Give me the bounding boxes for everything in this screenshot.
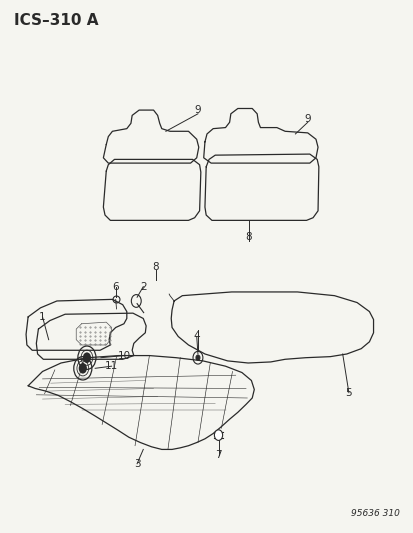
Text: 3: 3 — [133, 459, 140, 469]
Text: 7: 7 — [215, 450, 221, 460]
Text: ICS–310 A: ICS–310 A — [14, 13, 98, 28]
Text: 11: 11 — [105, 361, 118, 371]
Text: 8: 8 — [152, 262, 159, 271]
Text: 1: 1 — [39, 312, 46, 322]
Circle shape — [83, 352, 91, 363]
Text: 6: 6 — [112, 281, 119, 292]
Text: 95636 310: 95636 310 — [351, 510, 399, 519]
Text: 8: 8 — [245, 232, 252, 243]
Circle shape — [195, 355, 199, 360]
Circle shape — [78, 363, 87, 374]
Text: 10: 10 — [117, 351, 130, 361]
Text: 5: 5 — [345, 387, 351, 398]
Text: 2: 2 — [140, 281, 146, 292]
Text: 9: 9 — [304, 114, 310, 124]
Text: 4: 4 — [193, 332, 199, 342]
Circle shape — [214, 430, 222, 440]
Text: 9: 9 — [194, 105, 201, 115]
